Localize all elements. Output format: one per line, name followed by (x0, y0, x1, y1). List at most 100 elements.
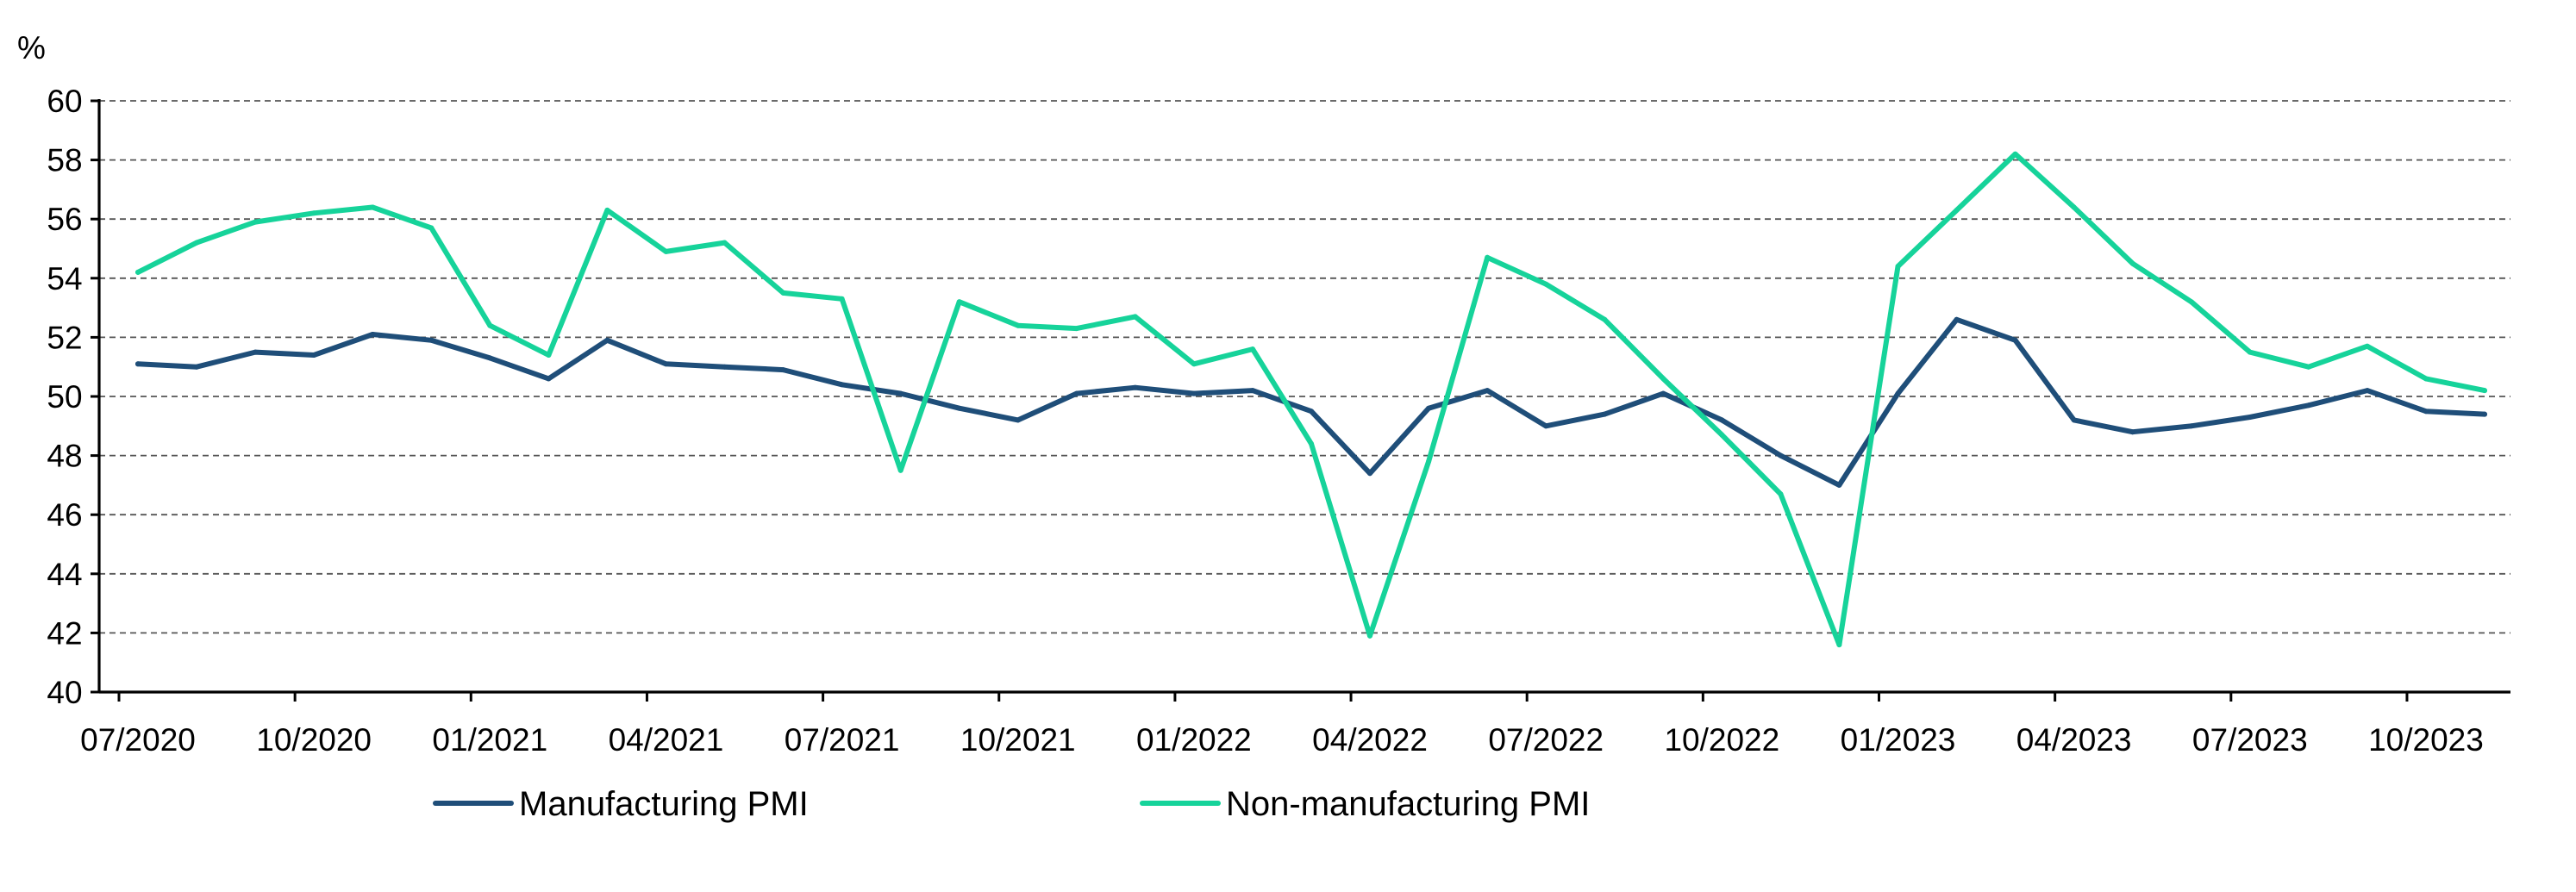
data-point (2188, 299, 2194, 305)
x-tick-label: 04/2023 (2016, 722, 2132, 758)
data-point (1719, 417, 1725, 423)
data-point (1191, 390, 1197, 396)
y-tick-label: 54 (47, 261, 82, 296)
y-tick-label: 58 (47, 143, 82, 178)
data-point (194, 240, 200, 246)
data-point (2482, 411, 2487, 417)
gridlines (99, 100, 2510, 634)
data-point (2129, 429, 2135, 435)
y-tick-label: 56 (47, 202, 82, 237)
legend-item-manufacturing-pmi: Manufacturing PMI (433, 785, 809, 823)
data-point (1250, 346, 1255, 352)
data-point (1836, 482, 1842, 488)
data-point (1602, 411, 1608, 417)
data-point (2188, 423, 2194, 429)
data-point (956, 299, 962, 305)
legend-label: Non-manufacturing PMI (1226, 785, 1590, 823)
data-point (780, 367, 786, 373)
data-point (897, 467, 903, 473)
data-point (1895, 264, 1901, 270)
y-tick-label: 48 (47, 439, 82, 474)
data-point (135, 361, 141, 367)
data-point (663, 361, 669, 367)
data-point (2071, 417, 2077, 423)
series-non-manufacturing-pmi (135, 151, 2487, 648)
data-point (311, 352, 317, 358)
data-point (428, 337, 435, 343)
series-manufacturing-pmi (135, 316, 2487, 488)
data-point (1778, 452, 1784, 458)
data-point (897, 390, 903, 396)
x-tick-label: 01/2022 (1136, 722, 1252, 758)
x-tick-label: 10/2022 (1664, 722, 1779, 758)
data-point (2071, 204, 2077, 210)
data-point (253, 349, 259, 355)
y-tick-label: 60 (47, 84, 82, 119)
data-point (1485, 388, 1491, 394)
x-tick-label: 04/2021 (609, 722, 724, 758)
legend-item-non-manufacturing-pmi: Non-manufacturing PMI (1140, 785, 1590, 823)
data-point (2012, 337, 2018, 343)
data-point (311, 210, 317, 216)
x-tick-label: 07/2020 (80, 722, 196, 758)
data-point (1660, 390, 1666, 396)
x-tick-label: 07/2021 (785, 722, 900, 758)
legend-label: Manufacturing PMI (519, 785, 809, 823)
data-point (1073, 390, 1079, 396)
data-point (1250, 388, 1255, 394)
data-point (604, 207, 610, 213)
data-point (663, 248, 669, 254)
data-point (2423, 376, 2429, 382)
data-point (1426, 458, 1432, 465)
series-line (135, 151, 2487, 648)
data-point (2247, 349, 2253, 355)
x-axis-ticks: 07/2020 10/2020 01/2021 04/2021 07/2021 10/20… (80, 692, 2484, 758)
data-point (370, 332, 376, 337)
x-tick-label: 07/2022 (1488, 722, 1604, 758)
data-point (722, 364, 728, 370)
data-point (487, 355, 493, 361)
data-point (1073, 326, 1079, 332)
data-series (135, 151, 2487, 648)
data-point (1543, 423, 1549, 429)
data-point (1426, 405, 1432, 411)
x-tick-label: 10/2023 (2368, 722, 2484, 758)
data-point (1719, 432, 1725, 438)
data-point (604, 337, 610, 343)
data-point (546, 376, 552, 382)
data-point (2305, 364, 2311, 370)
data-point (1132, 314, 1138, 320)
data-point (1367, 633, 1372, 639)
x-tick-label: 10/2020 (256, 722, 372, 758)
y-tick-label: 46 (47, 497, 82, 533)
x-tick-label: 07/2023 (2192, 722, 2308, 758)
x-tick-label: 01/2023 (1841, 722, 1956, 758)
data-point (546, 352, 552, 358)
data-point (428, 225, 435, 231)
data-point (1778, 491, 1784, 497)
y-tick-label: 50 (47, 379, 82, 415)
data-point (1309, 440, 1314, 446)
data-point (2247, 415, 2253, 420)
data-point (2012, 151, 2018, 157)
data-point (722, 240, 728, 246)
data-point (1015, 417, 1021, 423)
y-tick-label: 42 (47, 615, 82, 651)
data-point (2364, 388, 2370, 394)
data-point (1602, 316, 1608, 322)
y-tick-label: 44 (47, 557, 82, 592)
y-axis-ticks: 40 42 44 46 48 50 52 54 56 58 60 (47, 84, 99, 710)
data-point (956, 405, 962, 411)
data-point (135, 269, 141, 275)
data-point (1191, 361, 1197, 367)
data-point (839, 296, 845, 302)
data-point (1132, 384, 1138, 390)
x-tick-label: 01/2021 (432, 722, 547, 758)
data-point (1015, 322, 1021, 328)
data-point (2305, 402, 2311, 409)
data-point (1895, 390, 1901, 396)
y-tick-label: 40 (47, 675, 82, 710)
data-point (1367, 471, 1372, 477)
data-point (839, 382, 845, 388)
